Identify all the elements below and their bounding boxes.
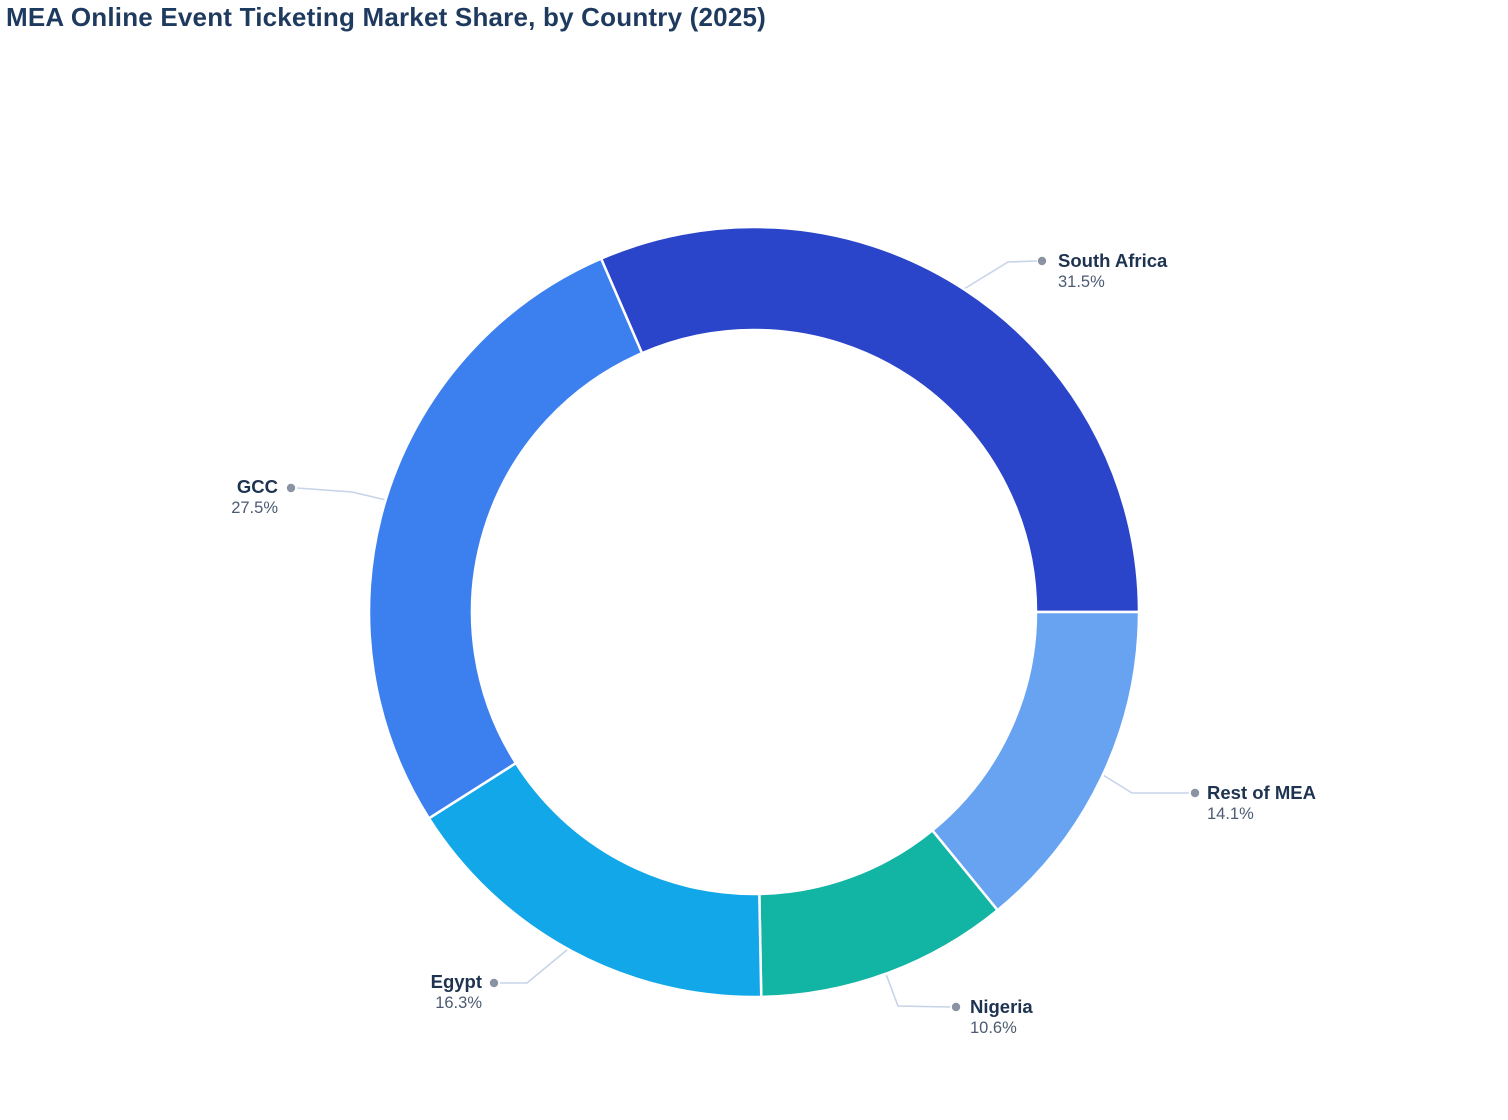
pie-slice-south-africa[interactable] xyxy=(599,225,1141,614)
leader-line-south-africa xyxy=(963,260,1038,290)
slice-label-name: Nigeria xyxy=(970,996,1033,1017)
slice-label-egypt: Egypt 16.3% xyxy=(431,971,482,1014)
slice-label-value: 10.6% xyxy=(970,1019,1017,1037)
slice-label-value: 31.5% xyxy=(1058,273,1105,291)
leader-lines xyxy=(296,260,1189,1008)
leader-line-gcc xyxy=(296,487,387,501)
leader-dot-south-africa xyxy=(1037,256,1047,266)
leader-dot-gcc xyxy=(286,483,296,493)
pie-slice-gcc[interactable] xyxy=(367,257,644,820)
leader-dots xyxy=(286,256,1200,1012)
slice-label-value: 27.5% xyxy=(231,499,278,517)
slice-label-name: GCC xyxy=(236,476,278,497)
slice-label-name: South Africa xyxy=(1058,250,1168,271)
slice-label-name: Rest of MEA xyxy=(1207,782,1316,803)
slice-label-value: 14.1% xyxy=(1207,805,1254,823)
leader-line-rest-of-mea xyxy=(1102,774,1189,794)
slice-label-value: 16.3% xyxy=(435,994,482,1012)
donut-slices xyxy=(367,225,1141,999)
slice-label-rest-of-mea: Rest of MEA 14.1% xyxy=(1207,782,1316,825)
pie-slice-rest-of-mea[interactable] xyxy=(931,610,1141,912)
leader-line-egypt xyxy=(500,944,574,984)
slice-label-south-africa: South Africa 31.5% xyxy=(1058,250,1167,293)
slice-label-gcc: GCC 27.5% xyxy=(231,476,278,519)
leader-line-nigeria xyxy=(885,973,951,1008)
slice-label-nigeria: Nigeria 10.6% xyxy=(970,996,1033,1039)
chart-title: MEA Online Event Ticketing Market Share,… xyxy=(6,2,767,32)
leader-dot-rest-of-mea xyxy=(1190,788,1200,798)
leader-dot-nigeria xyxy=(951,1002,961,1012)
slice-label-name: Egypt xyxy=(430,971,482,992)
pie-slice-egypt[interactable] xyxy=(427,761,763,999)
leader-dot-egypt xyxy=(489,978,499,988)
